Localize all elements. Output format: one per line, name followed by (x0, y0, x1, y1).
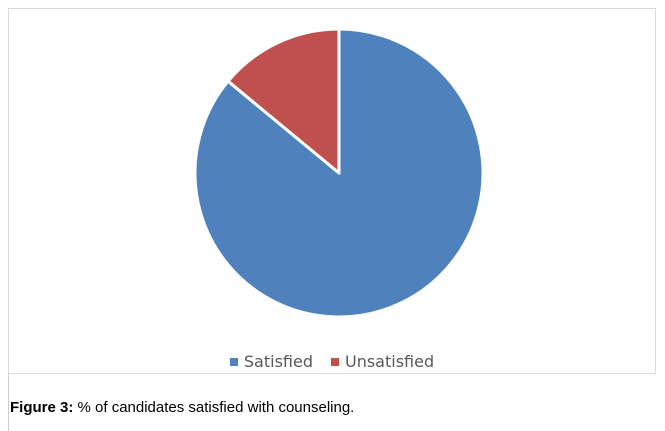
pie-slice-unsatisfied (226, 27, 341, 175)
pie-chart (193, 27, 485, 319)
legend-swatch-unsatisfied (330, 357, 339, 366)
chart-area: Satisfied Unsatisfied (8, 8, 656, 374)
caption-divider (8, 374, 9, 431)
legend-item-satisfied: Satisfied (229, 352, 313, 371)
figure-caption: Figure 3: % of candidates satisfied with… (10, 399, 354, 416)
legend-label-unsatisfied: Unsatisfied (344, 352, 435, 371)
legend-item-unsatisfied: Unsatisfied (330, 352, 435, 371)
legend-label-satisfied: Satisfied (243, 352, 313, 371)
pie-slice-satisfied (193, 27, 485, 319)
legend: Satisfied Unsatisfied (9, 352, 655, 371)
figure-caption-label: Figure 3: (10, 399, 74, 416)
legend-swatch-satisfied (229, 357, 238, 366)
figure-caption-text: % of candidates satisfied with counselin… (77, 399, 355, 416)
